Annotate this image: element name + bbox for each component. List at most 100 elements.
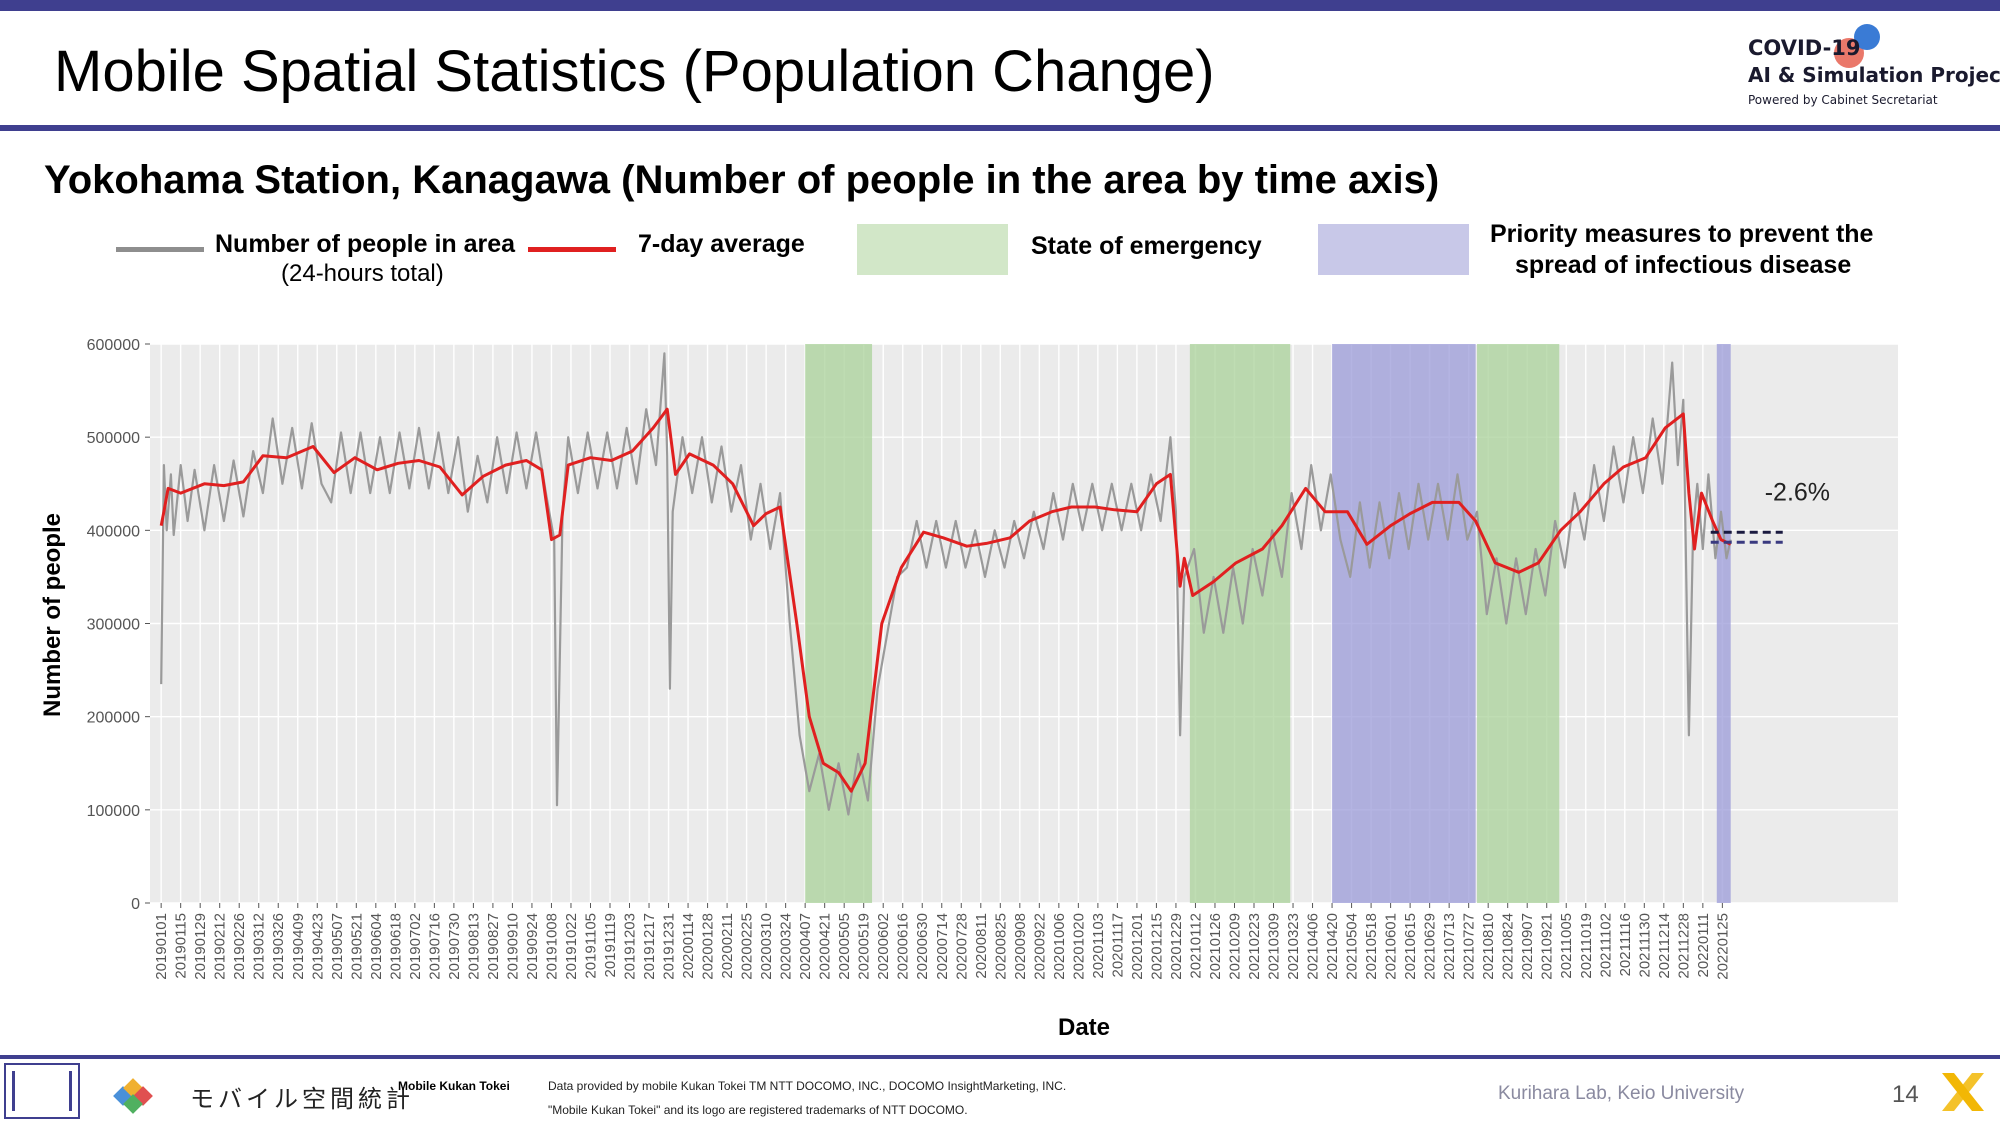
x-tick-label: 20210727 bbox=[1461, 913, 1478, 980]
x-tick-label: 20200421 bbox=[817, 913, 834, 980]
x-tick-label: 20210126 bbox=[1207, 913, 1224, 980]
footer-divider bbox=[0, 1055, 2000, 1059]
series-7day-average-line bbox=[159, 407, 1732, 793]
x-logo-icon bbox=[1942, 1073, 1984, 1111]
x-tick-label: 20201117 bbox=[1109, 913, 1126, 978]
legend-average-label: 7-day average bbox=[638, 230, 805, 258]
x-tick-label: 20211005 bbox=[1558, 913, 1575, 979]
legend-priority-label-1: Priority measures to prevent the bbox=[1490, 220, 1874, 248]
y-axis-label: Number of people bbox=[39, 513, 66, 717]
x-tick-label: 20211214 bbox=[1656, 913, 1673, 979]
x-tick-label: 20190326 bbox=[270, 913, 287, 980]
x-tick-label: 20210112 bbox=[1188, 913, 1205, 979]
series-daily-people-line bbox=[160, 352, 1732, 816]
lab-credit: Kurihara Lab, Keio University bbox=[1498, 1083, 1745, 1104]
legend-people-sublabel: (24-hours total) bbox=[281, 260, 444, 287]
data-source-line-2: "Mobile Kukan Tokei" and its logo are re… bbox=[548, 1103, 968, 1117]
x-tick-label: 20190212 bbox=[212, 913, 229, 980]
priority-band bbox=[1332, 344, 1476, 903]
brand-blue-dot bbox=[1854, 24, 1880, 50]
x-tick-label: 20200728 bbox=[953, 913, 970, 980]
legend-average-swatch bbox=[528, 247, 616, 252]
x-tick-label: 20191008 bbox=[544, 913, 561, 980]
x-tick-label: 20200616 bbox=[895, 913, 912, 980]
y-tick-label: 400000 bbox=[87, 523, 140, 540]
mobile-kukan-jp-logo: モバイル空間統計 bbox=[190, 1085, 414, 1113]
x-tick-label: 20200225 bbox=[739, 913, 756, 980]
x-tick-label: 20210223 bbox=[1246, 913, 1263, 980]
data-source-line-1: Data provided by mobile Kukan Tokei TM N… bbox=[548, 1079, 1067, 1093]
x-tick-label: 20210907 bbox=[1519, 913, 1536, 980]
y-tick-label: 500000 bbox=[87, 430, 140, 447]
y-tick-label: 200000 bbox=[87, 710, 140, 727]
top-accent-bar bbox=[0, 0, 2000, 11]
x-tick-label: 20200922 bbox=[1031, 913, 1048, 980]
x-tick-label: 20210323 bbox=[1285, 913, 1302, 980]
university-logo bbox=[4, 1063, 80, 1119]
x-tick-label: 20220111 bbox=[1695, 913, 1712, 978]
y-tick-label: 300000 bbox=[87, 617, 140, 634]
emergency-band bbox=[1189, 344, 1291, 903]
x-tick-label: 20210601 bbox=[1383, 913, 1400, 980]
x-tick-label: 20190312 bbox=[251, 913, 268, 980]
x-tick-label: 20200714 bbox=[934, 913, 951, 980]
mobile-kukan-label: Mobile Kukan Tokei bbox=[398, 1079, 510, 1093]
x-axis-label: Date bbox=[1058, 1014, 1110, 1041]
legend-emergency-label: State of emergency bbox=[1031, 232, 1262, 260]
x-tick-label: 20211116 bbox=[1617, 913, 1634, 976]
x-tick-label: 20210810 bbox=[1480, 913, 1497, 980]
x-tick-label: 20190910 bbox=[504, 913, 521, 980]
x-tick-label: 20190423 bbox=[309, 913, 326, 980]
x-tick-label: 20210406 bbox=[1305, 913, 1322, 980]
legend-priority-swatch bbox=[1318, 224, 1469, 275]
legend-priority-label-2: spread of infectious disease bbox=[1515, 251, 1852, 279]
footer: モバイル空間統計 Mobile Kukan Tokei Data provide… bbox=[0, 1059, 2000, 1125]
emergency-band bbox=[1477, 344, 1560, 903]
x-tick-label: 20190409 bbox=[290, 913, 307, 980]
brand-line-3: Powered by Cabinet Secretariat bbox=[1748, 93, 1938, 107]
x-tick-label: 20190115 bbox=[173, 913, 190, 979]
x-tick-label: 20210209 bbox=[1227, 913, 1244, 980]
x-tick-label: 20210824 bbox=[1500, 913, 1517, 980]
chart-legend: Number of people in area (24-hours total… bbox=[0, 220, 2000, 290]
x-tick-label: 20210629 bbox=[1422, 913, 1439, 980]
x-tick-label: 20191231 bbox=[661, 913, 678, 980]
x-tick-label: 20190604 bbox=[368, 913, 385, 980]
y-tick-label: 0 bbox=[131, 896, 140, 913]
x-tick-label: 20201229 bbox=[1168, 913, 1185, 980]
chart-subtitle: Yokohama Station, Kanagawa (Number of pe… bbox=[44, 158, 1440, 202]
x-tick-label: 20200825 bbox=[992, 913, 1009, 980]
x-tick-label: 20200114 bbox=[680, 913, 697, 979]
emergency-band bbox=[805, 344, 873, 903]
x-tick-label: 20201215 bbox=[1148, 913, 1165, 980]
x-tick-label: 20211019 bbox=[1578, 913, 1595, 979]
x-tick-label: 20201103 bbox=[1090, 913, 1107, 979]
y-tick-label: 100000 bbox=[87, 803, 140, 820]
x-tick-label: 20210921 bbox=[1539, 913, 1556, 980]
title-divider bbox=[0, 125, 2000, 131]
project-brand: COVID-19 AI & Simulation Project Powered… bbox=[1748, 24, 2000, 120]
x-tick-label: 20200630 bbox=[914, 913, 931, 980]
x-tick-label: 20190618 bbox=[387, 913, 404, 980]
x-tick-label: 20200811 bbox=[973, 913, 990, 979]
x-tick-label: 20200324 bbox=[778, 913, 795, 980]
legend-people-label: Number of people in area bbox=[215, 230, 516, 258]
x-tick-label: 20200505 bbox=[836, 913, 853, 980]
x-tick-label: 20190226 bbox=[231, 913, 248, 980]
legend-people-swatch bbox=[116, 247, 204, 252]
x-tick-label: 20191105 bbox=[583, 913, 600, 979]
priority-band bbox=[1716, 344, 1731, 903]
x-tick-label: 20210309 bbox=[1266, 913, 1283, 980]
x-tick-label: 20191217 bbox=[641, 913, 658, 980]
mobile-kukan-cube-logo bbox=[112, 1077, 153, 1114]
x-tick-label: 20190716 bbox=[426, 913, 443, 980]
x-tick-label: 20191119 bbox=[602, 913, 619, 978]
x-tick-label: 20200908 bbox=[1012, 913, 1029, 980]
x-tick-label: 20190129 bbox=[192, 913, 209, 980]
x-tick-label: 20210504 bbox=[1344, 913, 1361, 980]
x-tick-label: 20200407 bbox=[797, 913, 814, 980]
x-tick-label: 20210518 bbox=[1363, 913, 1380, 980]
page-title: Mobile Spatial Statistics (Population Ch… bbox=[54, 39, 1215, 104]
brand-line-1: COVID-19 bbox=[1748, 36, 1861, 60]
brand-line-2: AI & Simulation Project bbox=[1748, 63, 2000, 87]
